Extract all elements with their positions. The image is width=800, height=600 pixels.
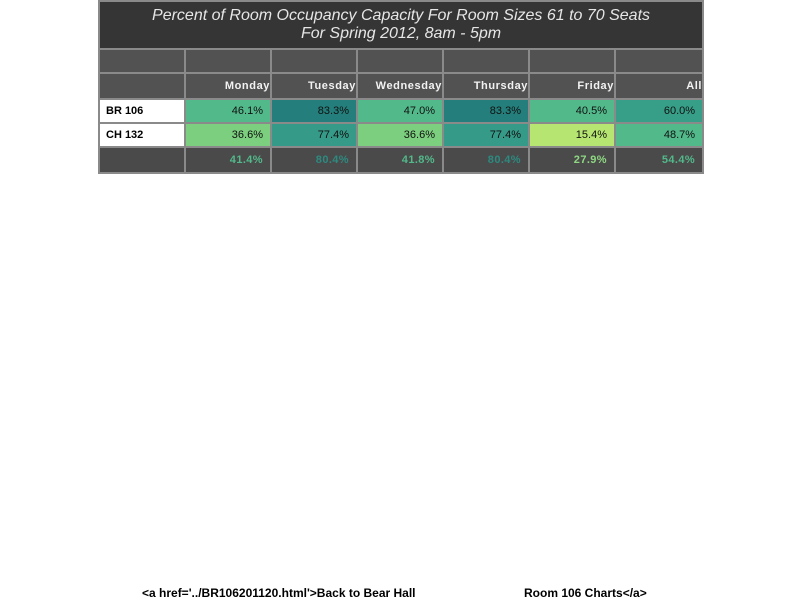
- column-header: Tuesday: [270, 72, 358, 100]
- column-header: All: [613, 72, 705, 100]
- total-cell: 41.4%: [184, 146, 272, 174]
- spacer-cell: [442, 48, 530, 74]
- table-title-cell: Percent of Room Occupancy Capacity For R…: [97, 0, 705, 50]
- data-cell: 15.4%: [528, 122, 616, 148]
- spacer-cell: [184, 48, 272, 74]
- spacer-cell: [98, 48, 186, 74]
- totals-row: 41.4% 80.4% 41.8% 80.4% 27.9% 54.4%: [98, 146, 705, 174]
- data-cell: 36.6%: [184, 122, 272, 148]
- data-cell: 77.4%: [270, 122, 358, 148]
- total-cell: 27.9%: [528, 146, 616, 174]
- data-cell: 46.1%: [184, 98, 272, 124]
- total-cell: 80.4%: [270, 146, 358, 174]
- totals-label-cell: [98, 146, 186, 174]
- column-header: Thursday: [442, 72, 530, 100]
- row-label: BR 106: [98, 98, 186, 124]
- column-header: Wednesday: [356, 72, 444, 100]
- data-cell: 47.0%: [356, 98, 444, 124]
- chart-title: Percent of Room Occupancy Capacity For R…: [152, 7, 651, 24]
- data-cell: 83.3%: [270, 98, 358, 124]
- data-cell: 77.4%: [442, 122, 530, 148]
- data-cell: 60.0%: [613, 98, 705, 124]
- spacer-cell: [613, 48, 705, 74]
- spacer-cell: [270, 48, 358, 74]
- column-header: Friday: [528, 72, 616, 100]
- column-header-row: Monday Tuesday Wednesday Thursday Friday…: [98, 72, 705, 100]
- corner-header-cell: [98, 72, 186, 100]
- row-label: CH 132: [98, 122, 186, 148]
- total-cell: 41.8%: [356, 146, 444, 174]
- spacer-row: [98, 48, 705, 74]
- back-to-bear-hall-link[interactable]: <a href='../BR106201120.html'>Back to Be…: [142, 586, 416, 600]
- total-cell: 54.4%: [613, 146, 705, 174]
- occupancy-table: Percent of Room Occupancy Capacity For R…: [97, 0, 705, 174]
- data-cell: 36.6%: [356, 122, 444, 148]
- data-cell: 83.3%: [442, 98, 530, 124]
- table-row: BR 106 46.1% 83.3% 47.0% 83.3% 40.5% 60.…: [98, 98, 705, 124]
- spacer-cell: [356, 48, 444, 74]
- spacer-cell: [528, 48, 616, 74]
- chart-subtitle: For Spring 2012, 8am - 5pm: [300, 25, 502, 42]
- data-cell: 48.7%: [613, 122, 705, 148]
- column-header: Monday: [184, 72, 272, 100]
- room-charts-link[interactable]: Room 106 Charts</a>: [524, 586, 647, 600]
- table-row: CH 132 36.6% 77.4% 36.6% 77.4% 15.4% 48.…: [98, 122, 705, 148]
- data-cell: 40.5%: [528, 98, 616, 124]
- total-cell: 80.4%: [442, 146, 530, 174]
